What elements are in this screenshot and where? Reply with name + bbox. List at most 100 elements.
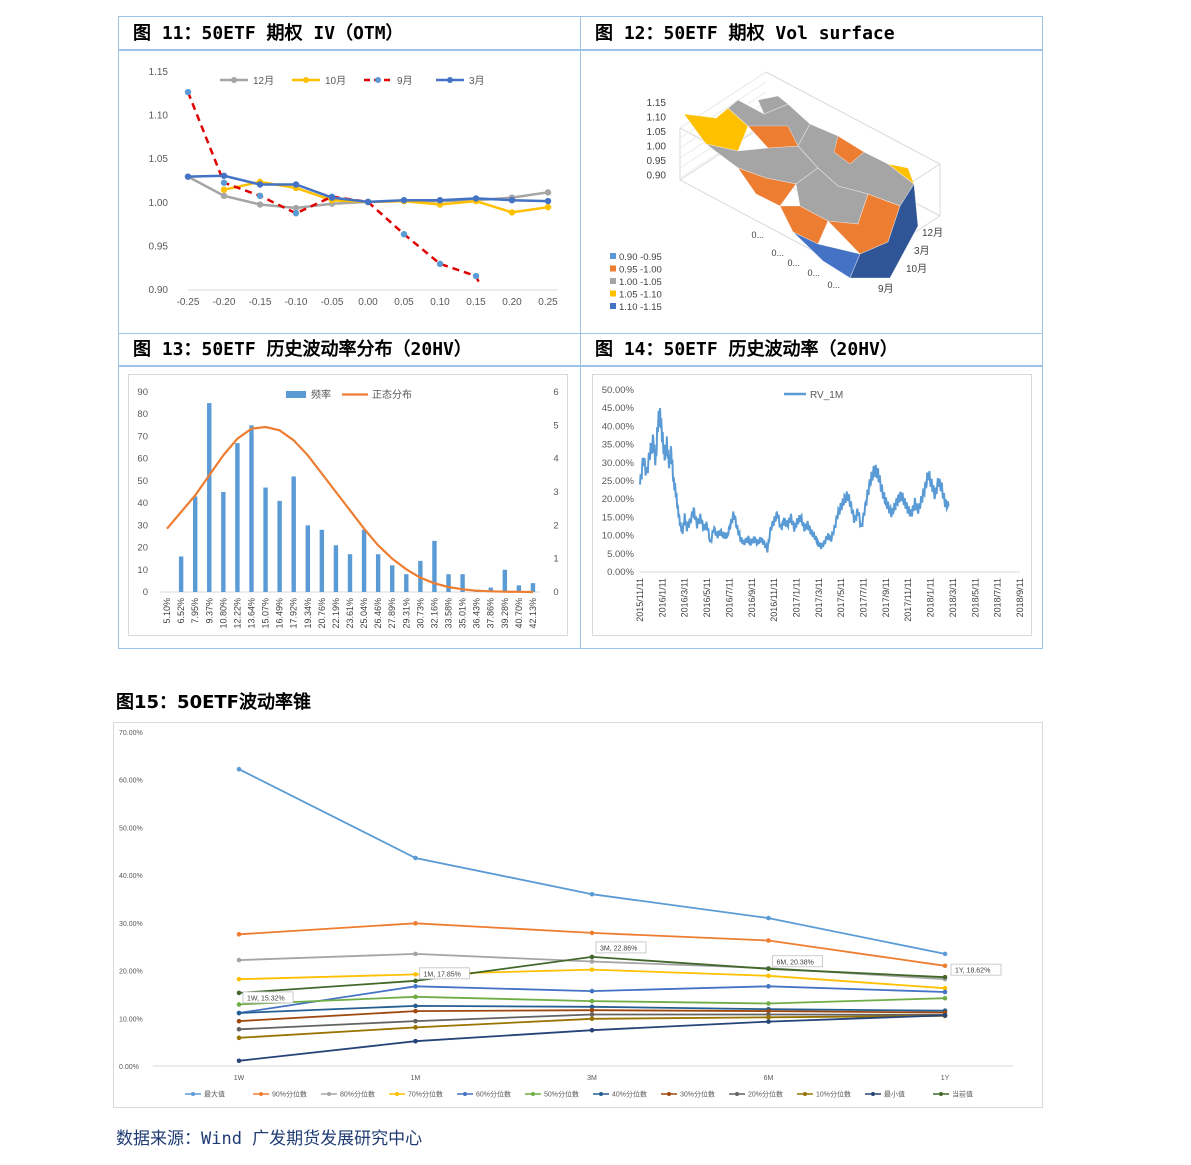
fig13-bar <box>404 574 409 592</box>
fig13-bar <box>347 554 353 592</box>
fig15-annotation-box <box>595 941 647 954</box>
fig15-title: 图15：50ETF波动率锥 <box>116 692 311 713</box>
fig11-point <box>292 204 300 212</box>
fig15-point <box>589 988 595 994</box>
fig11-legend-marker <box>375 77 381 83</box>
fig15-point <box>766 973 771 979</box>
fig11-legend-label: 9月 <box>397 75 413 87</box>
fig14-y-tick: 35.00% <box>602 440 635 451</box>
fig13-bar <box>432 540 437 592</box>
fig14-y-tick: 50.00% <box>602 385 635 396</box>
fig11-point <box>220 186 228 193</box>
fig15-x-tick: 6M <box>764 1075 774 1082</box>
fig13-y-tick-left: 50 <box>137 476 148 487</box>
fig13-x-tick: 20.76% <box>317 598 327 629</box>
fig15-point <box>413 1008 418 1014</box>
fig15-legend-label: 最小值 <box>884 1090 905 1099</box>
fig15-legend-marker <box>735 1092 739 1096</box>
fig15-y-tick: 10.00% <box>119 1016 143 1023</box>
fig11-x-tick: -0.15 <box>249 297 272 308</box>
fig15-legend-label: 90%分位数 <box>272 1090 307 1099</box>
fig14-x-tick: 2016/7/11 <box>724 578 734 617</box>
fig14-y-tick: 45.00% <box>602 403 635 414</box>
fig15-legend-marker <box>803 1092 807 1096</box>
fig13-y-tick-right: 3 <box>553 487 558 498</box>
fig14-x-tick: 2016/9/11 <box>747 578 757 617</box>
fig15-point <box>413 1003 418 1009</box>
fig11-y-tick: 1.10 <box>149 111 169 122</box>
fig15-point <box>413 1018 418 1024</box>
fig11-point <box>292 181 300 188</box>
fig12-strike-label: 0... <box>787 258 800 268</box>
fig14-x-tick: 2016/1/11 <box>657 578 667 617</box>
fig12-patch-gold-2 <box>887 163 915 185</box>
fig15-legend-label: 80%分位数 <box>340 1090 375 1099</box>
fig11-legend-marker <box>303 77 309 83</box>
fig13-bar <box>207 403 212 592</box>
fig12-strike-label: 0... <box>771 248 784 258</box>
fig13-normal-curve <box>166 425 534 594</box>
fig15-legend-label: 70%分位数 <box>408 1090 443 1099</box>
fig15-point <box>236 1010 242 1016</box>
fig12-legend-swatch <box>610 278 616 284</box>
fig15-point <box>413 978 418 984</box>
fig11-x-tick: 0.25 <box>538 297 558 308</box>
fig14-x-tick: 2017/5/11 <box>836 578 846 617</box>
fig12-z-tick: 0.90 <box>647 171 667 182</box>
fig15-legend-label: 30%分位数 <box>680 1090 715 1099</box>
fig15-point <box>942 985 948 991</box>
fig13-x-tick: 13.64% <box>246 598 256 629</box>
fig15-annotation-box <box>419 967 470 980</box>
fig15-y-tick: 70.00% <box>119 730 143 737</box>
fig15-point <box>413 951 418 957</box>
fig12-title: 图 12：50ETF 期权 Vol surface <box>595 23 895 44</box>
fig12-grid <box>679 81 767 139</box>
fig15-point <box>766 984 771 989</box>
fig13-bar <box>291 476 296 592</box>
fig12-strike-label: 0... <box>827 280 840 290</box>
fig13-bar <box>516 585 522 592</box>
frame-left <box>118 16 119 649</box>
fig12-z-tick: 1.15 <box>647 98 667 109</box>
fig13-x-tick: 16.49% <box>275 598 285 629</box>
fig11-point <box>472 272 480 280</box>
fig11-y-tick: 0.95 <box>149 241 169 252</box>
fig13-bar <box>192 496 198 592</box>
fig15-point <box>942 963 948 969</box>
fig11-y-tick: 1.00 <box>149 198 169 209</box>
fig15-point <box>766 915 771 921</box>
fig15-point <box>766 1015 771 1020</box>
fig11-point <box>508 209 516 216</box>
fig15-point <box>589 1012 595 1017</box>
fig13-frame <box>128 374 568 636</box>
fig11-title: 图 11：50ETF 期权 IV（OTM） <box>133 23 404 44</box>
fig15-annotation-label: 1M, 17.85% <box>424 971 461 978</box>
fig11-point <box>508 196 516 204</box>
fig12-legend-swatch <box>610 290 616 297</box>
fig11-x-tick: -0.10 <box>285 297 308 308</box>
fig11-y-tick: 1.05 <box>149 154 169 165</box>
fig15-legend-label: 50%分位数 <box>544 1090 579 1099</box>
fig14-x-tick: 2016/11/11 <box>769 578 779 622</box>
fig15-x-tick: 3M <box>587 1075 597 1082</box>
fig11-chart: 0.90 0.95 1.00 1.05 1.10 1.15 -0.25 -0.20 -0.15 -… <box>149 67 559 308</box>
fig11-point <box>292 210 300 217</box>
fig13-bar <box>319 529 325 592</box>
fig15-point <box>236 1035 242 1041</box>
fig13-x-tick: 19.34% <box>303 598 313 629</box>
fig11-legend-marker <box>231 77 237 83</box>
fig12-z-tick: 0.95 <box>647 156 667 167</box>
fig15-legend-label: 10%分位数 <box>816 1090 851 1099</box>
fig15-point <box>942 1013 948 1018</box>
fig15-series-0 <box>238 768 946 955</box>
fig12-month-label: 3月 <box>914 245 930 257</box>
fig12-patch-orange-5 <box>833 135 865 165</box>
fig13-y-tick-right: 5 <box>553 420 558 431</box>
fig14-x-tick: 2015/11/11 <box>635 578 645 622</box>
fig15-legend-marker <box>667 1092 671 1096</box>
fig13-bar <box>488 587 493 592</box>
fig13-legend-label: 频率 <box>311 388 331 401</box>
fig13-y-tick-right: 0 <box>553 587 558 598</box>
fig15-point <box>589 959 595 964</box>
